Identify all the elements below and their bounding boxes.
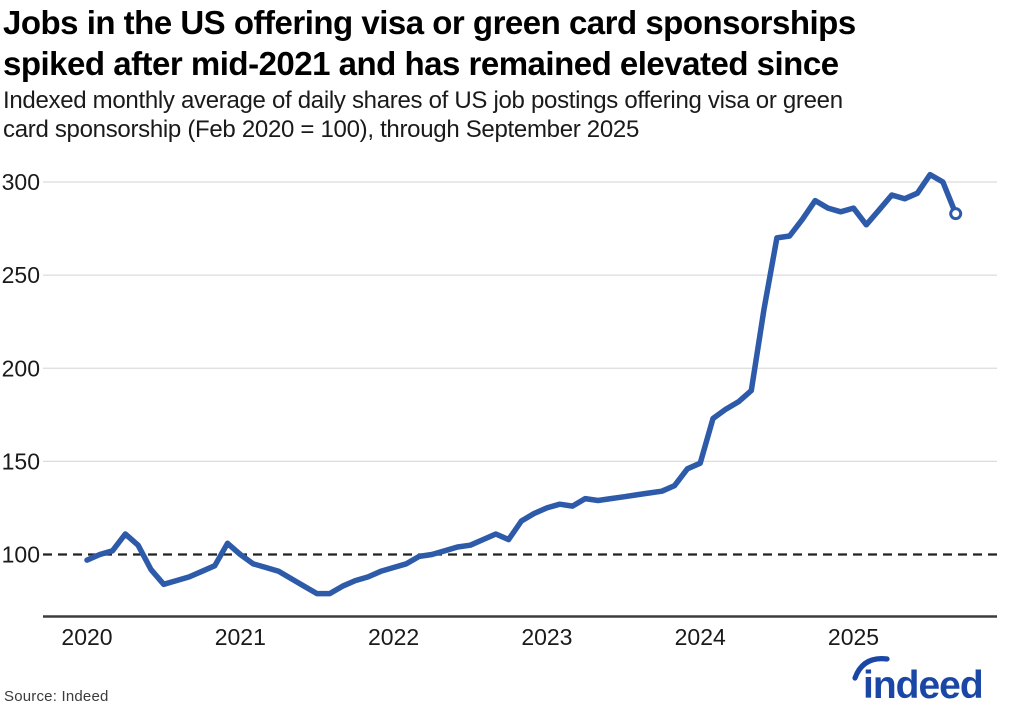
chart-title-line-2: spiked after mid-2021 and has remained e… — [3, 45, 839, 82]
x-tick-label: 2022 — [368, 624, 419, 650]
y-tick-label: 300 — [2, 169, 40, 195]
x-tick-label: 2020 — [61, 624, 112, 650]
indeed-logo: indeed — [852, 656, 984, 707]
chart-subtitle: Indexed monthly average of daily shares … — [3, 86, 1021, 144]
y-tick-label: 250 — [2, 262, 40, 288]
y-tick-label: 200 — [2, 355, 40, 381]
series-line — [84, 171, 959, 597]
y-tick-label: 150 — [2, 448, 40, 474]
indeed-logo-arc-icon — [852, 656, 890, 681]
last-point-marker — [949, 207, 963, 221]
y-tick-label: 100 — [2, 542, 40, 568]
source-note: Source: Indeed — [4, 688, 109, 705]
chart-subtitle-line-2: card sponsorship (Feb 2020 = 100), throu… — [3, 116, 639, 143]
x-tick-label: 2024 — [675, 624, 726, 650]
x-tick-label: 2021 — [215, 624, 266, 650]
chart-title: Jobs in the US offering visa or green ca… — [3, 2, 1021, 84]
indeed-logo-text: indeed — [863, 664, 983, 707]
x-tick-label: 2023 — [521, 624, 572, 650]
chart-subtitle-line-1: Indexed monthly average of daily shares … — [3, 87, 843, 114]
chart-title-line-1: Jobs in the US offering visa or green ca… — [3, 4, 856, 41]
x-tick-label: 2025 — [828, 624, 879, 650]
